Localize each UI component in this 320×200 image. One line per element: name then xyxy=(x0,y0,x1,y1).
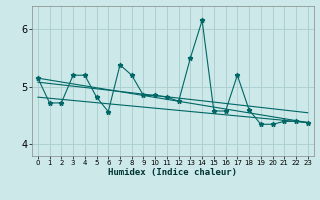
X-axis label: Humidex (Indice chaleur): Humidex (Indice chaleur) xyxy=(108,168,237,177)
